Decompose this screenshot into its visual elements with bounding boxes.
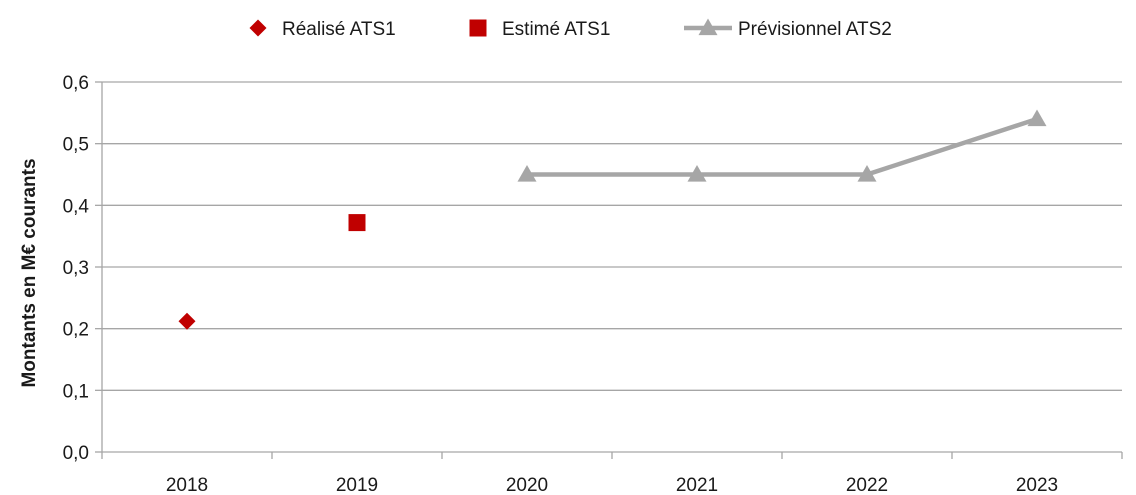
series-1: [348, 214, 366, 232]
y-tick-label: 0,4: [63, 196, 90, 217]
series-layer: [178, 109, 1047, 330]
gridlines: [102, 81, 1122, 391]
y-axis-title: Montants en M€ courants: [19, 158, 40, 387]
y-tick-label: 0,6: [63, 73, 89, 94]
legend-label: Prévisionnel ATS2: [738, 19, 892, 40]
y-tick-labels: 0,0 0,1 0,2 0,3 0,4 0,5 0,6: [63, 73, 90, 464]
y-tick-label: 0,2: [63, 320, 89, 341]
data-point: [857, 165, 877, 182]
legend-item: Prévisionnel ATS2: [684, 18, 892, 40]
legend-marker: [469, 19, 487, 37]
legend-item: Réalisé ATS1: [249, 19, 396, 40]
data-point: [1027, 109, 1047, 127]
x-tick-labels: 2018 2019 2020 2021 2022 2023: [166, 475, 1058, 495]
axes: [95, 81, 1123, 459]
legend-marker: [698, 18, 718, 36]
legend-marker: [249, 19, 267, 37]
y-tick-label: 0,3: [63, 258, 89, 279]
y-tick-label: 0,1: [63, 381, 89, 402]
x-tick-label: 2018: [166, 475, 208, 495]
y-tick-label: 0,0: [63, 443, 89, 464]
x-tick-label: 2020: [506, 475, 548, 495]
x-tick-label: 2021: [676, 475, 718, 495]
legend-label: Estimé ATS1: [502, 19, 610, 40]
series-0: [178, 312, 196, 330]
series-2: [517, 109, 1047, 182]
series-line: [527, 116, 1038, 177]
x-tick-label: 2023: [1016, 475, 1058, 495]
x-tick-label: 2019: [336, 475, 378, 495]
data-point: [517, 165, 537, 182]
legend-label: Réalisé ATS1: [282, 19, 396, 40]
data-point: [178, 312, 196, 330]
data-point: [687, 165, 707, 182]
x-tick-label: 2022: [846, 475, 888, 495]
legend: Réalisé ATS1 Estimé ATS1 Prévisionnel ATS2: [249, 18, 892, 40]
data-point: [348, 214, 366, 232]
legend-item: Estimé ATS1: [469, 19, 610, 40]
y-tick-label: 0,5: [63, 135, 89, 156]
